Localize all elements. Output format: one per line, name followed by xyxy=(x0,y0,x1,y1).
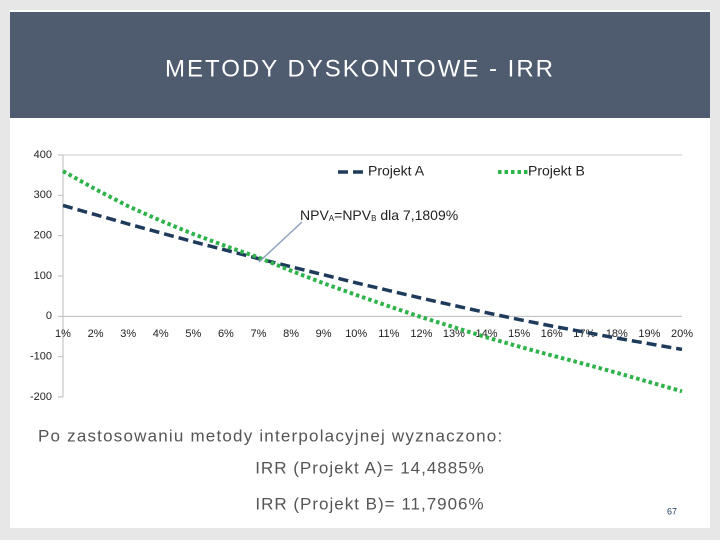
legend-label: Projekt A xyxy=(368,163,425,179)
x-tick-label: 10% xyxy=(345,328,367,340)
y-tick-label: 200 xyxy=(34,230,52,242)
result-a: IRR (Projekt A)= 14,4885% xyxy=(255,458,485,477)
annotation-sub: A xyxy=(329,214,335,223)
x-tick-label: 2% xyxy=(88,328,104,340)
result-b: IRR (Projekt B)= 11,7906% xyxy=(255,494,484,513)
annotation: NPVA=NPVB dla 7,1809% xyxy=(300,207,458,223)
y-tick-label: 100 xyxy=(34,270,52,282)
x-tick-label: 16% xyxy=(541,328,563,340)
y-tick-label: 0 xyxy=(46,310,52,322)
annotation-part: dla 7,1809% xyxy=(376,207,458,223)
slide-title: METODY DYSKONTOWE - IRR xyxy=(165,55,555,82)
x-tick-label: 15% xyxy=(508,328,530,340)
chart: -200 -100 0 100 200 300 400 1% 2% 3% 4% 5% 6% 7% 8% 9% 1… xyxy=(30,149,693,403)
x-tick-label: 1% xyxy=(55,328,71,340)
legend-label: Projekt B xyxy=(528,163,585,179)
x-tick-label: 7% xyxy=(251,328,267,340)
x-tick-label: 3% xyxy=(120,328,136,340)
y-tick-label: 300 xyxy=(34,189,52,201)
annotation-part: NPV xyxy=(300,207,329,223)
x-tick-label: 20% xyxy=(671,328,693,340)
x-tick-label: 9% xyxy=(316,328,332,340)
x-tick-label: 11% xyxy=(378,328,399,340)
x-tick-label: 4% xyxy=(153,328,169,340)
page-number: 67 xyxy=(667,506,677,516)
annotation-sub: B xyxy=(371,214,376,223)
x-tick-label: 13% xyxy=(443,328,465,340)
x-tick-label: 12% xyxy=(410,328,432,340)
header-band xyxy=(10,12,710,118)
y-tick-label: -100 xyxy=(30,351,52,363)
x-tick-label: 5% xyxy=(185,328,201,340)
y-tick-label: -200 xyxy=(30,391,52,403)
x-tick-label: 6% xyxy=(218,328,234,340)
y-tick-label: 400 xyxy=(34,149,52,161)
series-line xyxy=(62,203,683,352)
annotation-pointer xyxy=(258,221,303,263)
x-tick-label: 8% xyxy=(283,328,299,340)
annotation-part: =NPV xyxy=(334,207,372,223)
x-tick-label: 19% xyxy=(638,328,660,340)
intro-text: Po zastosowaniu metody interpolacyjnej w… xyxy=(38,426,503,445)
